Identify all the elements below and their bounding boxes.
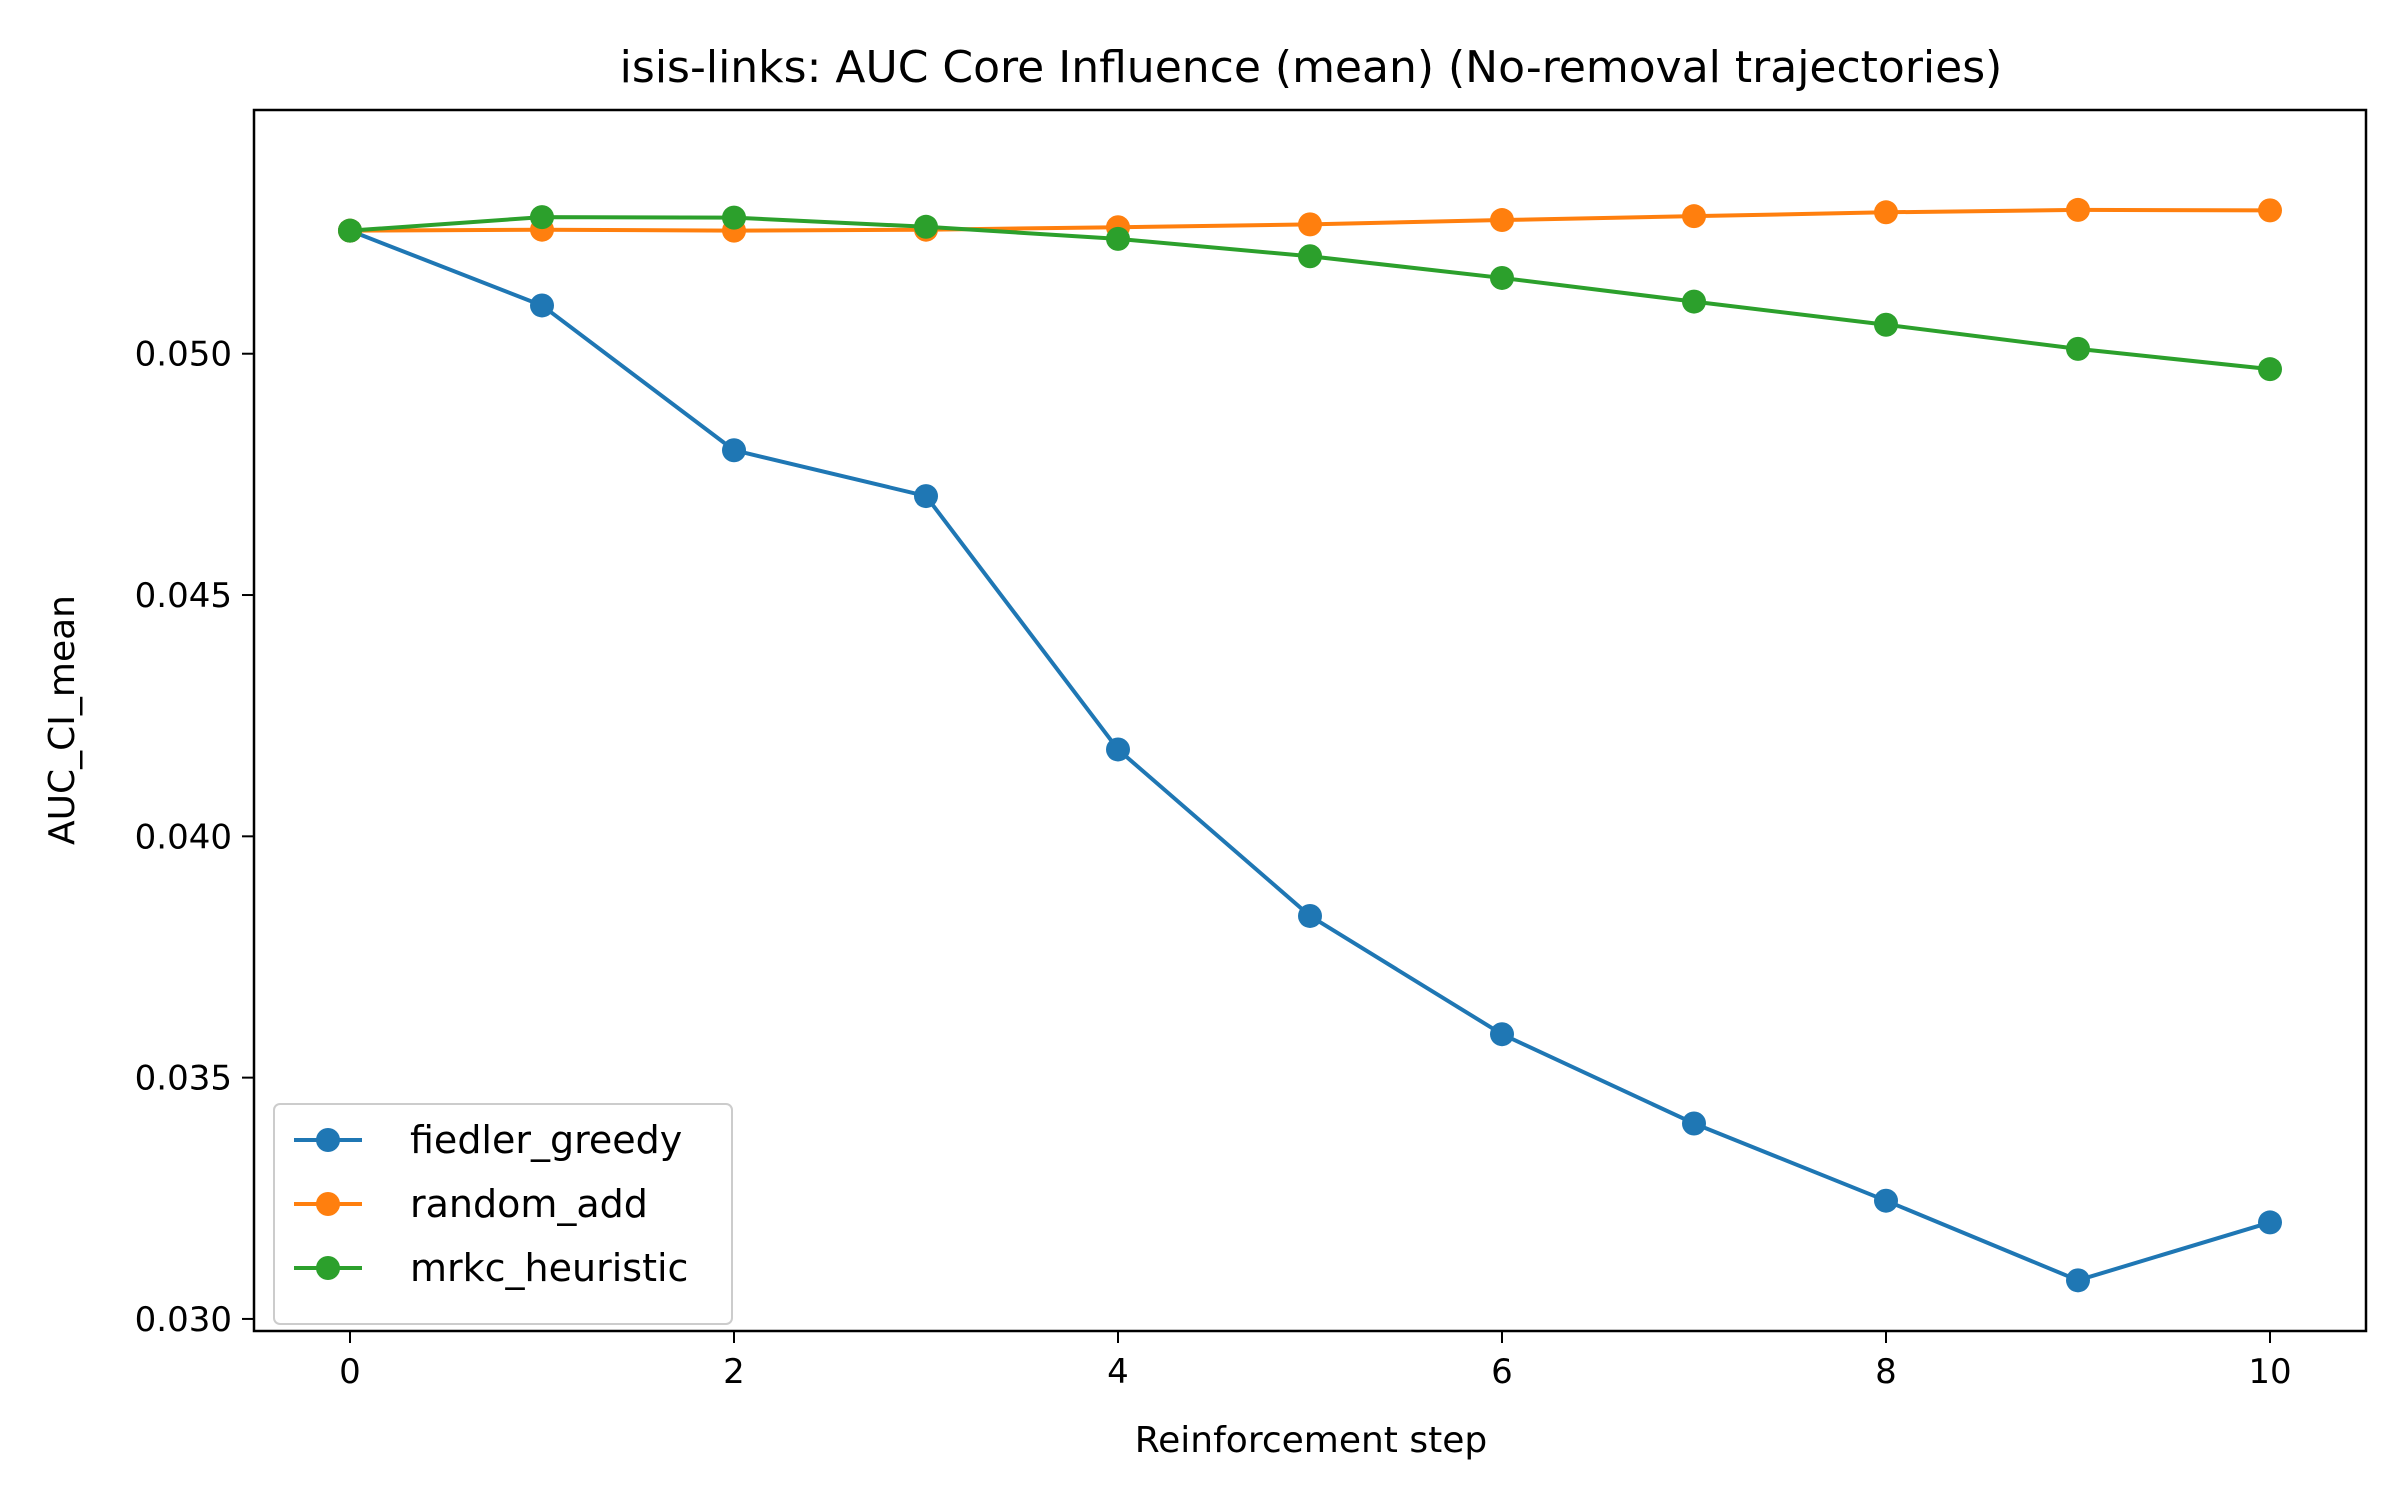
- data-point-random_add-8: [1874, 200, 1898, 225]
- legend-marker-random_add: [316, 1192, 340, 1216]
- data-point-fiedler_greedy-3: [914, 484, 938, 509]
- data-point-fiedler_greedy-8: [1874, 1188, 1898, 1213]
- data-point-random_add-9: [2066, 197, 2090, 222]
- data-point-random_add-6: [1490, 208, 1514, 233]
- data-point-mrkc_heuristic-6: [1490, 265, 1514, 290]
- data-point-mrkc_heuristic-3: [914, 214, 938, 239]
- x-tick-label: 6: [1491, 1352, 1513, 1392]
- legend-label-random_add: random_add: [410, 1182, 648, 1226]
- data-point-mrkc_heuristic-10: [2258, 357, 2282, 382]
- x-axis-label: Reinforcement step: [1135, 1420, 1487, 1461]
- legend-label-mrkc_heuristic: mrkc_heuristic: [410, 1246, 688, 1290]
- data-point-mrkc_heuristic-2: [722, 205, 746, 230]
- legend-marker-fiedler_greedy: [316, 1128, 340, 1152]
- data-point-mrkc_heuristic-1: [530, 205, 554, 230]
- data-point-mrkc_heuristic-9: [2066, 336, 2090, 361]
- data-point-fiedler_greedy-4: [1106, 737, 1130, 762]
- legend: fiedler_greedy random_add mrkc_heuristic: [273, 1103, 733, 1325]
- series-line-mrkc_heuristic: [349, 215, 2271, 372]
- legend-label-fiedler_greedy: fiedler_greedy: [410, 1118, 682, 1162]
- x-tick-label: 10: [2248, 1352, 2291, 1392]
- data-point-fiedler_greedy-7: [1682, 1111, 1706, 1136]
- legend-marker-mrkc_heuristic: [316, 1256, 340, 1280]
- data-point-random_add-7: [1682, 204, 1706, 229]
- data-point-fiedler_greedy-6: [1490, 1022, 1514, 1047]
- y-axis-label: AUC_CI_mean: [42, 595, 83, 845]
- x-tick-label: 2: [723, 1352, 745, 1392]
- data-point-mrkc_heuristic-0: [338, 218, 362, 243]
- x-tick-label: 8: [1875, 1352, 1897, 1392]
- data-point-random_add-10: [2258, 198, 2282, 223]
- data-point-fiedler_greedy-5: [1298, 903, 1322, 928]
- data-point-fiedler_greedy-2: [722, 438, 746, 463]
- data-point-random_add-5: [1298, 212, 1322, 237]
- data-point-mrkc_heuristic-5: [1298, 244, 1322, 269]
- data-point-mrkc_heuristic-8: [1874, 312, 1898, 337]
- data-point-fiedler_greedy-1: [530, 293, 554, 318]
- y-tick-label: 0.050: [135, 335, 232, 375]
- plot-frame: [252, 108, 2368, 1333]
- data-point-fiedler_greedy-10: [2258, 1210, 2282, 1235]
- y-tick-label: 0.045: [135, 576, 232, 616]
- chart-title: isis-links: AUC Core Influence (mean) (N…: [620, 42, 2003, 93]
- data-point-mrkc_heuristic-4: [1106, 226, 1130, 251]
- legend-box: [273, 1103, 733, 1325]
- data-point-fiedler_greedy-9: [2066, 1268, 2090, 1293]
- plot-area: 0 2 4 6 8 10 0.030 0.035 0.040 0.045 0.050: [135, 108, 2368, 1392]
- data-point-mrkc_heuristic-7: [1682, 289, 1706, 314]
- x-tick-label: 0: [339, 1352, 361, 1392]
- y-tick-label: 0.035: [135, 1059, 232, 1099]
- y-tick-label: 0.040: [135, 817, 232, 857]
- y-tick-label: 0.030: [135, 1300, 232, 1340]
- x-tick-label: 4: [1107, 1352, 1129, 1392]
